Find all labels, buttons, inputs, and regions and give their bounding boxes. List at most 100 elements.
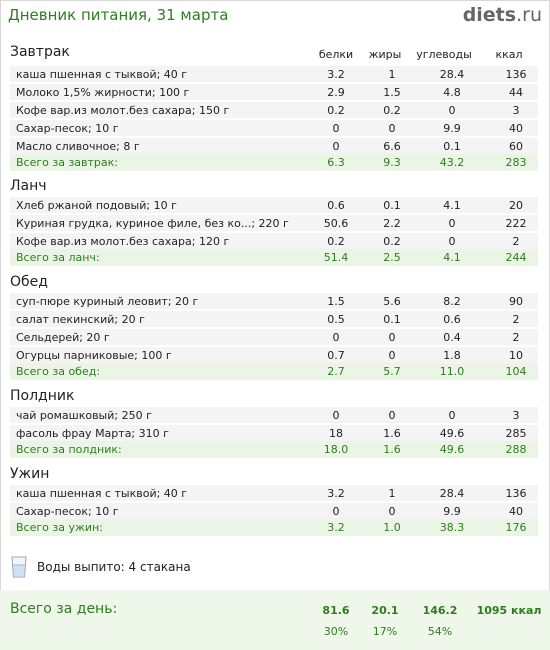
day-protein: 81.6 [322, 604, 350, 617]
fat-cell: 0.1 [383, 199, 401, 212]
page-title: Дневник питания, 31 марта [8, 6, 229, 24]
fat-cell: 0 [388, 349, 396, 362]
protein-cell: 3.2 [327, 487, 345, 500]
water-label: Воды выпито: 4 стакана [37, 560, 191, 574]
kcal-cell: 2 [512, 235, 520, 248]
food-name: Масло сливочное; 8 г [16, 140, 140, 153]
carbs-total: 43.2 [439, 156, 465, 169]
carbs-cell: 9.9 [443, 505, 461, 518]
protein-cell: 0.5 [327, 313, 345, 326]
food-name: суп-пюре куриный леовит; 20 г [16, 295, 199, 308]
carbs-cell: 28.4 [439, 68, 465, 81]
fat-cell: 0 [388, 505, 396, 518]
kcal-cell: 285 [505, 427, 527, 440]
protein-cell: 0 [332, 140, 340, 153]
meal-title-snack: Полдник [10, 388, 75, 404]
protein-cell: 18 [329, 427, 343, 440]
meal-total-row: Всего за ланч: 51.4 2.5 4.1 244 [10, 249, 538, 266]
fat-cell: 6.6 [383, 140, 401, 153]
protein-cell: 0.7 [327, 349, 345, 362]
protein-cell: 3.2 [327, 68, 345, 81]
day-total-title: Всего за день: [10, 601, 118, 617]
table-row[interactable]: Масло сливочное; 8 г 0 6.6 0.1 60 [10, 137, 538, 154]
meal-total-row: Всего за завтрак: 6.3 9.3 43.2 283 [10, 154, 538, 171]
header-carbs: углеводы [416, 48, 472, 61]
kcal-total: 283 [505, 156, 527, 169]
table-row[interactable]: Молоко 1,5% жирности; 100 г 2.9 1.5 4.8 … [10, 83, 538, 100]
protein-cell: 50.6 [323, 217, 349, 230]
carbs-cell: 28.4 [439, 487, 465, 500]
food-name: салат пекинский; 20 г [16, 313, 145, 326]
carbs-cell: 4.1 [443, 199, 461, 212]
carbs-cell: 0.1 [443, 140, 461, 153]
protein-cell: 1.5 [327, 295, 345, 308]
fat-cell: 0 [388, 409, 396, 422]
table-row[interactable]: чай ромашковый; 250 г 0 0 0 3 [10, 406, 538, 423]
food-name: каша пшенная с тыквой; 40 г [16, 68, 188, 81]
day-fat: 20.1 [371, 604, 399, 617]
kcal-cell: 136 [505, 68, 527, 81]
logo-tld: .ru [516, 4, 542, 26]
meal-title-supper: Ужин [10, 466, 50, 482]
fat-total: 5.7 [383, 365, 401, 378]
table-row[interactable]: каша пшенная с тыквой; 40 г 3.2 1 28.4 1… [10, 65, 538, 82]
carbs-total: 4.1 [443, 251, 461, 264]
protein-total: 6.3 [327, 156, 345, 169]
day-fat-pct: 17% [372, 625, 398, 638]
food-name: Сахар-песок; 10 г [16, 122, 119, 135]
fat-total: 1.0 [383, 521, 401, 534]
fat-cell: 1 [388, 487, 396, 500]
fat-cell: 1 [388, 68, 396, 81]
table-row[interactable]: фасоль фрау Марта; 310 г 18 1.6 49.6 285 [10, 424, 538, 441]
carbs-total: 49.6 [439, 443, 465, 456]
table-row[interactable]: Кофе вар.из молот.без сахара; 150 г 0.2 … [10, 101, 538, 118]
food-name: Сахар-песок; 10 г [16, 505, 119, 518]
day-total-panel: Всего за день: 81.6 20.1 146.2 1095 ккал… [0, 590, 550, 650]
kcal-cell: 60 [509, 140, 523, 153]
protein-cell: 0.2 [327, 104, 345, 117]
kcal-cell: 44 [509, 86, 523, 99]
kcal-cell: 2 [512, 313, 520, 326]
table-row[interactable]: Сельдерей; 20 г 0 0 0.4 2 [10, 328, 538, 345]
table-row[interactable]: Хлеб ржаной подовый; 10 г 0.6 0.1 4.1 20 [10, 196, 538, 213]
table-row[interactable]: Сахар-песок; 10 г 0 0 9.9 40 [10, 502, 538, 519]
kcal-cell: 40 [509, 505, 523, 518]
site-logo[interactable]: diets.ru [463, 4, 542, 26]
fat-total: 1.6 [383, 443, 401, 456]
fat-cell: 0.2 [383, 235, 401, 248]
fat-total: 9.3 [383, 156, 401, 169]
header-protein: белки [318, 48, 354, 61]
food-name: фасоль фрау Марта; 310 г [16, 427, 169, 440]
total-label: Всего за ужин: [16, 521, 103, 534]
fat-cell: 2.2 [383, 217, 401, 230]
carbs-cell: 0 [448, 104, 456, 117]
protein-cell: 2.9 [327, 86, 345, 99]
table-row[interactable]: суп-пюре куриный леовит; 20 г 1.5 5.6 8.… [10, 292, 538, 309]
protein-cell: 0 [332, 331, 340, 344]
kcal-total: 104 [505, 365, 527, 378]
total-label: Всего за полдник: [16, 443, 122, 456]
fat-cell: 0 [388, 331, 396, 344]
kcal-cell: 222 [505, 217, 527, 230]
meal-title-lunch: Ланч [10, 178, 47, 194]
food-name: Куриная грудка, куриное филе, без ко...;… [16, 217, 289, 230]
table-row[interactable]: Сахар-песок; 10 г 0 0 9.9 40 [10, 119, 538, 136]
carbs-cell: 9.9 [443, 122, 461, 135]
fat-cell: 0.2 [383, 104, 401, 117]
protein-cell: 0 [332, 122, 340, 135]
day-kcal: 1095 ккал [476, 604, 542, 617]
water-glass-icon [11, 556, 27, 578]
fat-cell: 1.6 [383, 427, 401, 440]
table-row[interactable]: каша пшенная с тыквой; 40 г 3.2 1 28.4 1… [10, 484, 538, 501]
kcal-cell: 3 [512, 104, 520, 117]
carbs-cell: 1.8 [443, 349, 461, 362]
header-fat: жиры [368, 48, 402, 61]
table-row[interactable]: Огурцы парниковые; 100 г 0.7 0 1.8 10 [10, 346, 538, 363]
table-row[interactable]: Кофе вар.из молот.без сахара; 120 г 0.2 … [10, 232, 538, 249]
day-protein-pct: 30% [323, 625, 349, 638]
food-name: Кофе вар.из молот.без сахара; 150 г [16, 104, 230, 117]
kcal-total: 244 [505, 251, 527, 264]
table-row[interactable]: салат пекинский; 20 г 0.5 0.1 0.6 2 [10, 310, 538, 327]
food-name: чай ромашковый; 250 г [16, 409, 152, 422]
table-row[interactable]: Куриная грудка, куриное филе, без ко...;… [10, 214, 538, 231]
